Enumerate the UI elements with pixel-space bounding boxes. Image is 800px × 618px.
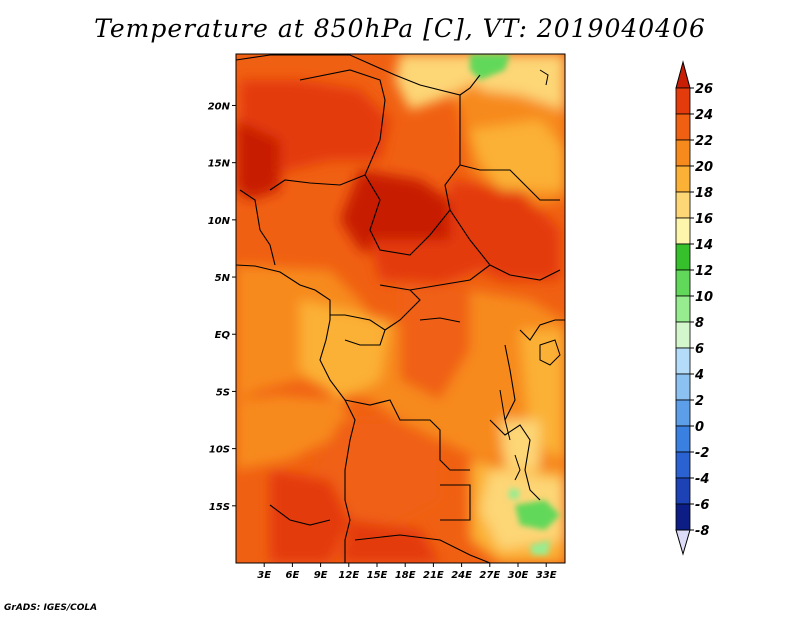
colorbar-label: 4 xyxy=(694,368,704,383)
latitude-axis: 20N 15N 10N 5N EQ 5S 10S 15S xyxy=(208,101,236,513)
country-borders xyxy=(236,54,565,563)
colorbar-label: 12 xyxy=(695,264,713,279)
colorbar-label: 18 xyxy=(695,186,713,201)
colorbar-label: -8 xyxy=(695,524,709,539)
colorbar-label: 16 xyxy=(695,212,713,227)
colorbar-label: 2 xyxy=(695,394,704,409)
colorbar-box xyxy=(675,87,691,115)
colorbar-label: 14 xyxy=(695,238,713,253)
colorbar-box xyxy=(675,269,691,297)
lat-tick-label: 10N xyxy=(208,216,231,227)
colorbar-box xyxy=(675,425,691,453)
colorbar-label: 10 xyxy=(695,290,713,305)
lon-tick-label: 12E xyxy=(338,570,359,581)
lon-tick-label: 30E xyxy=(508,570,529,581)
lakes xyxy=(419,69,561,481)
colorbar-under-triangle xyxy=(675,529,691,556)
chart-title: Temperature at 850hPa [C], VT: 201904040… xyxy=(94,14,706,43)
lon-tick-label: 9E xyxy=(314,570,328,581)
lat-tick-label: EQ xyxy=(215,330,231,341)
colorbar-label: 6 xyxy=(695,342,704,357)
lon-tick-label: 27E xyxy=(479,570,500,581)
lat-tick-label: 20N xyxy=(208,101,231,112)
lon-tick-label: 33E xyxy=(536,570,557,581)
lat-tick-label: 5N xyxy=(215,273,231,284)
colorbar-label: 22 xyxy=(695,134,713,149)
grads-credit: GrADS: IGES/COLA xyxy=(4,603,98,613)
colorbar-over-triangle xyxy=(675,60,691,89)
lon-tick-label: 3E xyxy=(257,570,271,581)
lon-tick-label: 21E xyxy=(423,570,444,581)
colorbar-label: 0 xyxy=(695,420,704,435)
colorbar-box xyxy=(675,503,691,531)
lat-tick-label: 15N xyxy=(208,159,231,170)
colorbar-label: 20 xyxy=(695,160,713,175)
colorbar-box xyxy=(675,295,691,323)
lon-tick-label: 24E xyxy=(451,570,472,581)
colorbar-box xyxy=(675,321,691,349)
colorbar-label: -6 xyxy=(695,498,709,513)
colorbar-box xyxy=(675,347,691,375)
colorbar-box xyxy=(675,451,691,479)
colorbar-box xyxy=(675,191,691,219)
colorbar-box xyxy=(675,113,691,141)
colorbar-box xyxy=(675,217,691,245)
colorbar-label: 26 xyxy=(695,82,713,97)
lon-tick-label: 15E xyxy=(367,570,388,581)
colorbar-box xyxy=(675,243,691,271)
lon-tick-label: 18E xyxy=(395,570,416,581)
colorbar-box xyxy=(675,165,691,193)
colorbar-box xyxy=(675,399,691,427)
colorbar-label: -2 xyxy=(695,446,709,461)
colorbar-box xyxy=(675,139,691,167)
lat-tick-label: 5S xyxy=(216,387,230,398)
colorbar-label: 8 xyxy=(695,316,704,331)
temperature-field xyxy=(236,54,565,563)
lat-tick-label: 10S xyxy=(209,445,230,456)
longitude-axis: 3E 6E 9E 12E 15E 18E 21E 24E 27E 30E 33E xyxy=(257,563,557,581)
colorbar-box xyxy=(675,477,691,505)
lon-tick-label: 6E xyxy=(286,570,300,581)
colorbar-boxes xyxy=(675,60,691,556)
colorbar-label: -4 xyxy=(695,472,709,487)
colorbar-box xyxy=(675,373,691,401)
colorbar-label: 24 xyxy=(695,108,713,123)
map-frame xyxy=(235,53,566,564)
lat-tick-label: 15S xyxy=(209,502,230,513)
